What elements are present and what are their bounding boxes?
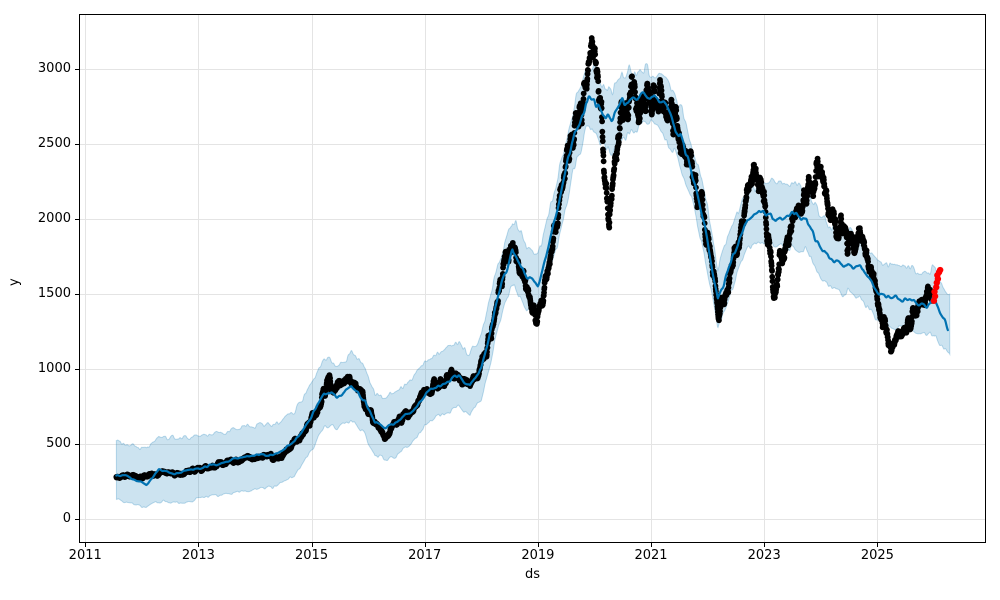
- x-tick-mark: [651, 543, 653, 547]
- y-tick-mark: [75, 444, 79, 445]
- y-tick-label: 0: [62, 511, 71, 526]
- x-tick-label: 2025: [860, 548, 894, 563]
- x-tick-label: 2023: [747, 548, 781, 563]
- y-tick-mark: [75, 294, 79, 296]
- y-tick-mark: [75, 144, 79, 146]
- y-tick-label: 1000: [37, 361, 71, 377]
- x-tick-label: 2015: [295, 548, 329, 563]
- y-tick-mark: [75, 369, 79, 371]
- y-axis-label: y: [7, 278, 22, 286]
- x-tick-label: 2011: [68, 548, 102, 563]
- x-tick-mark: [85, 543, 87, 547]
- y-tick-label: 500: [46, 436, 71, 451]
- x-tick-mark: [198, 543, 200, 547]
- x-tick-label: 2017: [408, 548, 442, 563]
- x-tick-mark: [424, 543, 426, 547]
- x-tick-mark: [311, 543, 313, 547]
- x-tick-label: 2021: [634, 548, 668, 563]
- y-tick-mark: [75, 69, 79, 71]
- x-tick-mark: [877, 543, 879, 547]
- y-tick-mark: [75, 219, 79, 221]
- y-tick-label: 1500: [37, 286, 71, 302]
- y-tick-label: 2000: [37, 211, 71, 227]
- x-tick-mark: [537, 543, 539, 547]
- y-tick-label: 2500: [37, 136, 71, 152]
- x-tick-mark: [764, 543, 766, 547]
- x-tick-label: 2013: [181, 548, 215, 563]
- y-tick-label: 3000: [37, 61, 71, 77]
- x-tick-label: 2019: [521, 548, 555, 563]
- x-axis-label: ds: [524, 567, 541, 582]
- y-tick-mark: [75, 519, 79, 520]
